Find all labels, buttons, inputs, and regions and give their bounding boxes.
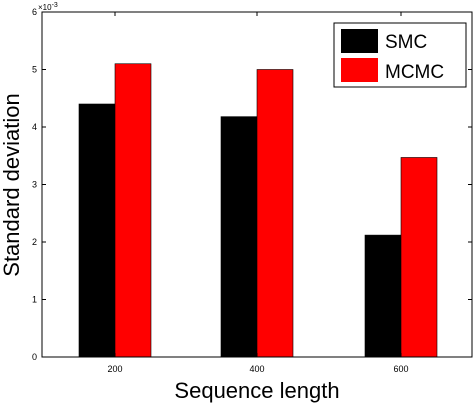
x-tick-label: 200	[107, 364, 122, 374]
bars-group	[78, 63, 438, 358]
legend-swatch-smc	[341, 29, 378, 53]
legend-label-smc: SMC	[385, 32, 427, 53]
bar-smc-600	[364, 234, 402, 358]
y-tick-label: 3	[32, 180, 37, 190]
x-tick-label: 400	[249, 364, 264, 374]
y-scale-label: ×10-3	[38, 2, 58, 12]
y-axis-title: Standard deviation	[0, 93, 24, 276]
legend-label-mcmc: MCMC	[385, 62, 444, 83]
x-axis-title: Sequence length	[174, 378, 339, 403]
bar-mcmc-400	[256, 69, 294, 358]
x-ticks-group: 200 400 600	[107, 12, 409, 374]
legend: SMC MCMC	[333, 22, 467, 88]
y-tick-label: 6	[32, 7, 37, 17]
x-tick-label: 600	[393, 364, 408, 374]
y-ticks-group: 0 1 2 3 4 5 6	[32, 7, 472, 362]
bar-smc-400	[220, 116, 258, 358]
bar-smc-200	[78, 103, 116, 358]
y-tick-label: 2	[32, 237, 37, 247]
y-tick-label: 4	[32, 122, 37, 132]
bar-mcmc-200	[114, 63, 152, 358]
y-tick-label: 1	[32, 295, 37, 305]
bar-mcmc-600	[400, 157, 438, 358]
y-tick-label: 5	[32, 65, 37, 75]
y-tick-label: 0	[32, 352, 37, 362]
legend-swatch-mcmc	[341, 58, 378, 82]
